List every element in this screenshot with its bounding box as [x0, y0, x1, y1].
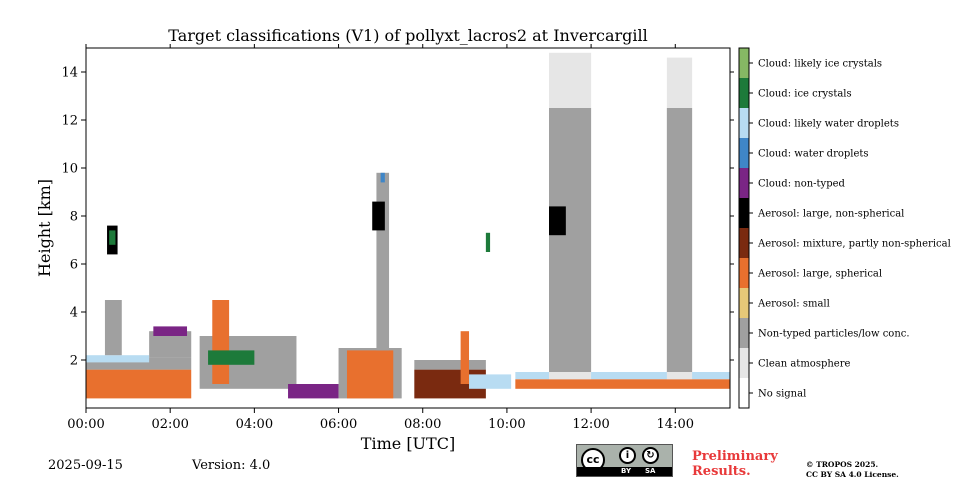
colorbar-swatch — [739, 318, 749, 348]
classification-heatmap — [86, 52, 730, 399]
y-tick-label: 2 — [70, 354, 78, 369]
colorbar-label: Cloud: ice crystals — [758, 89, 852, 100]
colorbar-frame — [738, 47, 750, 409]
x-tick-label: 06:00 — [320, 417, 357, 432]
colorbar-label: Cloud: likely water droplets — [758, 119, 899, 130]
colorbar-swatch — [739, 258, 749, 288]
colorbar-label: Aerosol: large, spherical — [757, 269, 882, 280]
preliminary-line1: Preliminary — [692, 449, 778, 464]
heatmap-cell — [469, 374, 512, 389]
colorbar-label: Aerosol: small — [757, 299, 830, 310]
y-axis-label: Height [km] — [35, 179, 54, 277]
y-tick-label: 14 — [61, 66, 78, 81]
by-label: BY — [621, 467, 632, 475]
y-tick-label: 6 — [70, 258, 78, 273]
y-tick-label: 10 — [61, 162, 78, 177]
x-axis-label: Time [UTC] — [361, 434, 455, 453]
heatmap-cell — [380, 172, 385, 183]
share-alike-icon: ↻ — [642, 447, 659, 464]
colorbar-swatch — [739, 78, 749, 108]
plot-frame — [85, 47, 731, 409]
chart-title: Target classifications (V1) of pollyxt_l… — [168, 26, 647, 45]
copyright-line2: CC BY SA 4.0 License. — [806, 470, 899, 479]
sa-label: SA — [645, 467, 656, 475]
colorbar-swatch — [739, 138, 749, 168]
x-tick-label: 14:00 — [657, 417, 694, 432]
heatmap-cell — [372, 201, 385, 231]
preliminary-notice: Preliminary Results. — [692, 449, 778, 479]
colorbar-swatch — [739, 168, 749, 198]
colorbar-swatch — [739, 378, 749, 408]
heatmap-cell — [86, 369, 192, 399]
x-tick-label: 10:00 — [488, 417, 525, 432]
colorbar-label: Cloud: non-typed — [758, 179, 846, 190]
heatmap-cell — [212, 300, 230, 384]
preliminary-line2: Results. — [692, 464, 751, 479]
heatmap-cell — [109, 230, 116, 245]
version-label: Version: 4.0 — [192, 458, 271, 473]
colorbar-swatch — [739, 198, 749, 228]
attribution-icon: i — [619, 447, 636, 464]
x-tick-label: 08:00 — [404, 417, 441, 432]
heatmap-cell — [414, 360, 486, 370]
heatmap-cell — [104, 300, 122, 356]
colorbar-swatch — [739, 108, 749, 138]
colorbar-label: No signal — [758, 389, 806, 400]
cc-license-badge: cc i ↻ BY SA — [576, 444, 673, 477]
heatmap-cell — [515, 372, 730, 380]
colorbar-swatch — [739, 348, 749, 378]
heatmap-cell — [86, 355, 150, 363]
colorbar-swatch — [739, 48, 749, 78]
copyright-line1: © TROPOS 2025. — [806, 460, 879, 469]
heatmap-cell — [376, 172, 390, 351]
heatmap-cell — [515, 379, 730, 389]
heatmap-cell — [485, 232, 491, 252]
colorbar-label: Aerosol: mixture, partly non-spherical — [757, 239, 951, 250]
heatmap-cell — [208, 350, 255, 365]
colorbar-label: Non-typed particles/low conc. — [758, 329, 910, 340]
colorbar-swatch — [739, 288, 749, 318]
x-tick-label: 04:00 — [236, 417, 273, 432]
heatmap-cell — [666, 108, 693, 372]
y-tick-label: 8 — [70, 210, 78, 225]
colorbar-label: Cloud: water droplets — [758, 149, 869, 160]
colorbar: No signal Clean atmosphere Non-typed parti… — [738, 47, 951, 409]
axis-ticks: 00:00 02:00 04:00 06:00 08:00 10:00 12:00 14:00… — [61, 44, 734, 432]
x-tick-label: 12:00 — [572, 417, 609, 432]
heatmap-cell — [460, 331, 470, 384]
copyright-notice: © TROPOS 2025. CC BY SA 4.0 License. — [806, 460, 899, 480]
measurement-date: 2025-09-15 — [48, 458, 123, 473]
colorbar-label: Clean atmosphere — [758, 359, 851, 370]
y-tick-label: 12 — [61, 114, 78, 129]
heatmap-cell — [153, 326, 188, 336]
license-bar — [577, 467, 672, 476]
heatmap-cell — [288, 384, 339, 399]
x-tick-label: 00:00 — [67, 417, 104, 432]
heatmap-cell — [549, 108, 592, 372]
heatmap-cell — [549, 206, 566, 236]
colorbar-label: Aerosol: large, non-spherical — [757, 209, 904, 220]
x-tick-label: 02:00 — [151, 417, 188, 432]
heatmap-cell — [346, 350, 394, 399]
colorbar-label: Cloud: likely ice crystals — [758, 59, 882, 70]
colorbar-swatch — [739, 228, 749, 258]
y-tick-label: 4 — [70, 306, 78, 321]
